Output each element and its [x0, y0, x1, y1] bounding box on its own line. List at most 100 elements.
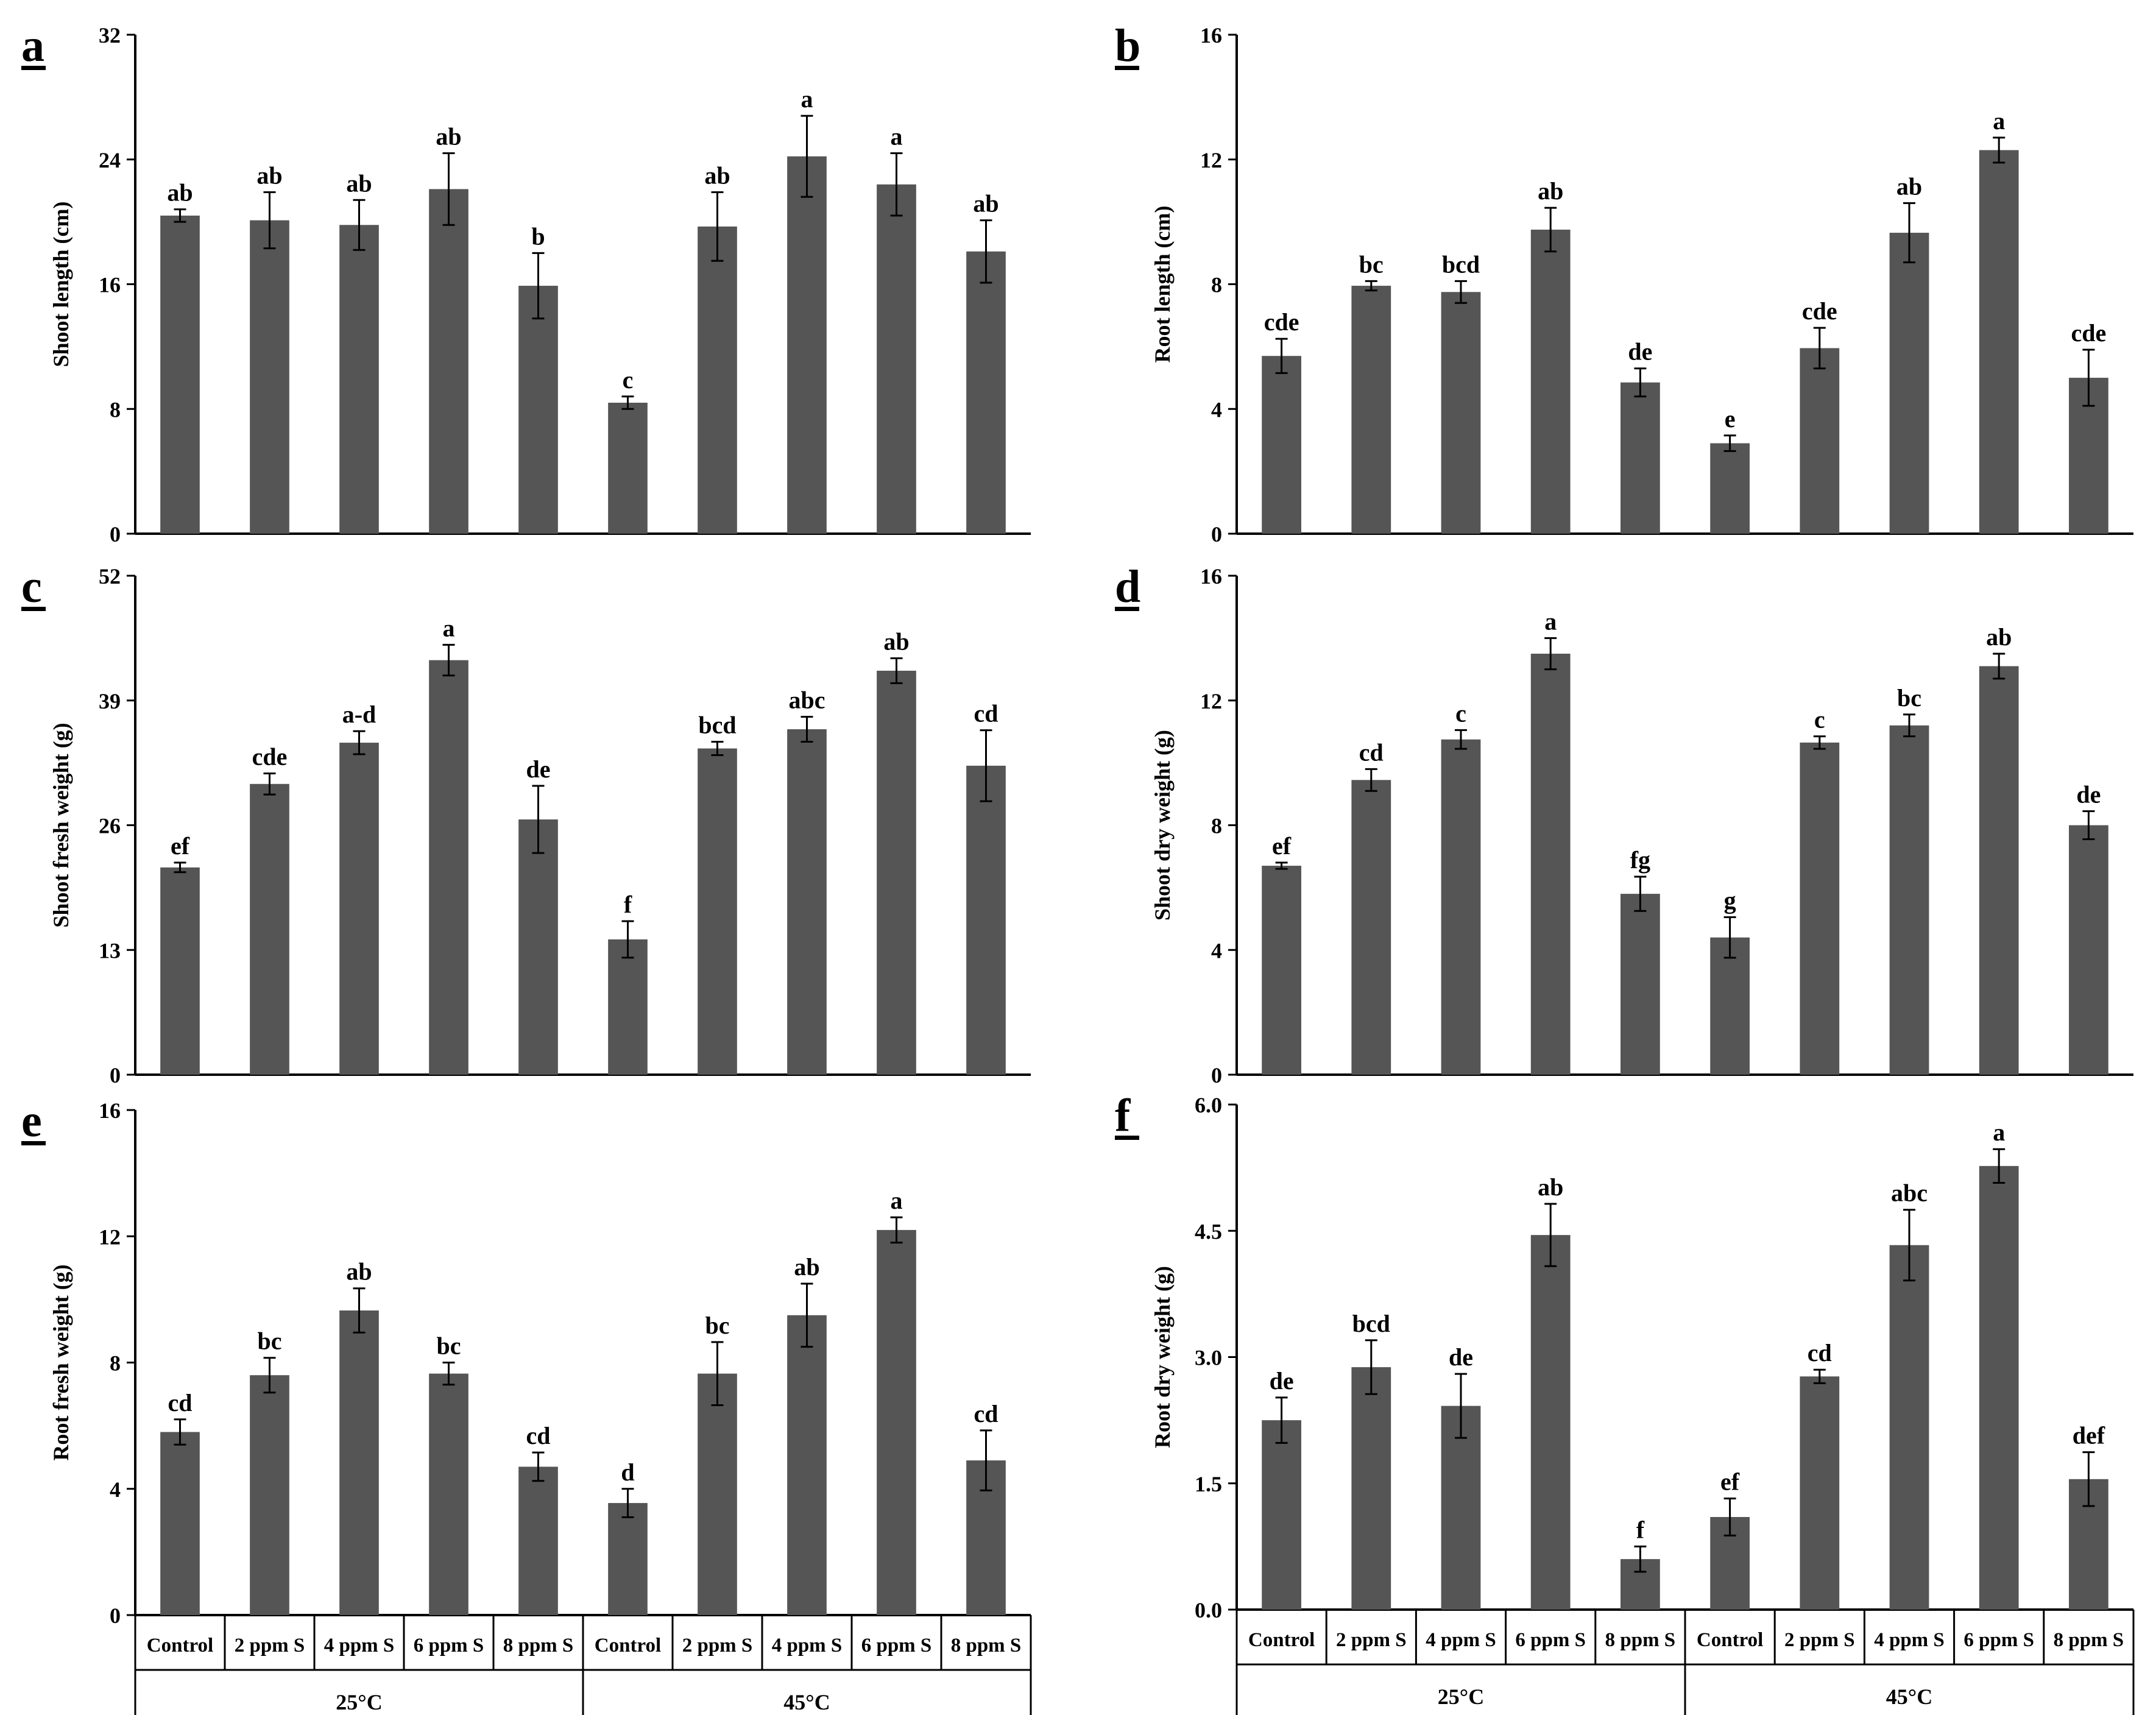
category-label: 8 ppm S: [1605, 1629, 1676, 1651]
category-label: 8 ppm S: [2054, 1629, 2124, 1651]
panel-letter: a: [21, 20, 44, 71]
y-tick-label: 8: [1211, 273, 1222, 297]
bar: [1441, 739, 1481, 1075]
bar: [1441, 1406, 1481, 1610]
significance-label: de: [526, 755, 551, 783]
bar: [1351, 286, 1391, 534]
significance-label: cd: [974, 1400, 998, 1427]
category-label: Control: [147, 1635, 213, 1657]
bar: [1530, 1235, 1571, 1610]
y-tick-label: 12: [1200, 689, 1222, 713]
panel-letter-underline: [21, 66, 46, 70]
category-label: 8 ppm S: [951, 1635, 1022, 1657]
significance-label: ab: [167, 179, 193, 207]
category-label: 2 ppm S: [1336, 1629, 1407, 1651]
panel-letter: e: [21, 1095, 42, 1147]
bar: [1889, 725, 1929, 1075]
significance-label: ef: [1720, 1468, 1740, 1496]
bar: [1621, 382, 1660, 534]
y-tick-label: 26: [99, 814, 121, 838]
significance-label: cd: [526, 1422, 551, 1449]
y-tick-label: 8: [110, 1351, 121, 1376]
group-label: 25°C: [336, 1690, 382, 1714]
bar: [1979, 150, 2019, 534]
significance-label: c: [1455, 699, 1466, 727]
bar: [1530, 229, 1571, 534]
panel-letter-underline: [1115, 1136, 1139, 1140]
bar: [1800, 1376, 1840, 1610]
bar: [1710, 937, 1750, 1075]
category-label: 4 ppm S: [772, 1635, 843, 1657]
significance-label: ab: [1896, 172, 1922, 200]
bar: [518, 1466, 558, 1615]
significance-label: de: [1270, 1367, 1294, 1395]
bar: [1889, 1245, 1929, 1610]
panel-letter: f: [1115, 1090, 1131, 1141]
y-tick-label: 16: [1200, 23, 1222, 48]
bar: [877, 1229, 916, 1615]
bar: [429, 660, 468, 1075]
bar: [1621, 894, 1660, 1075]
bar: [250, 783, 289, 1075]
significance-label: bc: [705, 1312, 730, 1339]
significance-label: bcd: [1352, 1310, 1390, 1337]
bar: [787, 729, 827, 1075]
bar: [1351, 1367, 1391, 1610]
bar: [1889, 233, 1929, 534]
bar: [518, 286, 558, 534]
y-tick-label: 13: [99, 938, 121, 963]
significance-label: a: [891, 123, 903, 150]
significance-label: cd: [1359, 738, 1384, 766]
category-label: 2 ppm S: [235, 1635, 305, 1657]
significance-label: e: [1725, 405, 1736, 433]
panel-a: a 0 8 16 24 32 Shoot length (cm) ab ab ab ab b c ab a a…: [21, 20, 1031, 546]
significance-label: cde: [252, 743, 288, 770]
bar: [339, 225, 379, 534]
category-label: 6 ppm S: [1515, 1629, 1586, 1651]
category-label: 8 ppm S: [503, 1635, 574, 1657]
significance-label: a-d: [342, 701, 376, 728]
bar: [608, 403, 648, 534]
bar: [1262, 866, 1301, 1075]
group-label: 45°C: [1886, 1685, 1932, 1709]
category-label: 4 ppm S: [324, 1635, 395, 1657]
y-tick-label: 0: [1211, 522, 1222, 546]
significance-label: ab: [346, 169, 372, 197]
significance-label: cde: [2071, 319, 2107, 347]
y-tick-label: 52: [99, 564, 121, 589]
category-label: 6 ppm S: [414, 1635, 484, 1657]
group-label: 25°C: [1438, 1685, 1484, 1709]
y-tick-label: 16: [99, 1098, 121, 1123]
category-label: 6 ppm S: [1963, 1629, 2034, 1651]
significance-label: c: [1814, 706, 1825, 734]
significance-label: cde: [1802, 297, 1837, 325]
bar: [339, 1310, 379, 1615]
panel-d: d 0 4 8 12 16 Shoot dry weight (g) ef cd c a fg g c bc…: [1115, 561, 2133, 1087]
y-tick-label: 8: [1211, 814, 1222, 838]
bar: [160, 1432, 200, 1615]
y-axis-label: Shoot length (cm): [49, 202, 73, 367]
significance-label: g: [1724, 887, 1736, 914]
bar: [698, 1373, 737, 1615]
y-tick-label: 0: [110, 522, 121, 546]
y-tick-label: 0: [1211, 1063, 1222, 1087]
significance-label: de: [1449, 1343, 1473, 1371]
bar: [877, 670, 916, 1075]
significance-label: ab: [794, 1253, 819, 1281]
panel-letter-underline: [1115, 607, 1139, 611]
significance-label: bc: [258, 1328, 282, 1355]
significance-label: de: [2076, 780, 2101, 808]
significance-label: abc: [789, 687, 825, 714]
bar: [608, 1503, 648, 1615]
bar: [1800, 348, 1840, 534]
significance-label: ab: [256, 161, 282, 189]
category-label: Control: [1248, 1629, 1315, 1651]
bar: [1710, 443, 1750, 534]
y-axis-label: Root fresh weight (g): [49, 1264, 73, 1460]
significance-label: c: [623, 366, 634, 394]
bar: [429, 1373, 468, 1615]
significance-label: a: [1993, 107, 2005, 135]
category-label: 2 ppm S: [682, 1635, 753, 1657]
significance-label: a: [1544, 607, 1557, 635]
